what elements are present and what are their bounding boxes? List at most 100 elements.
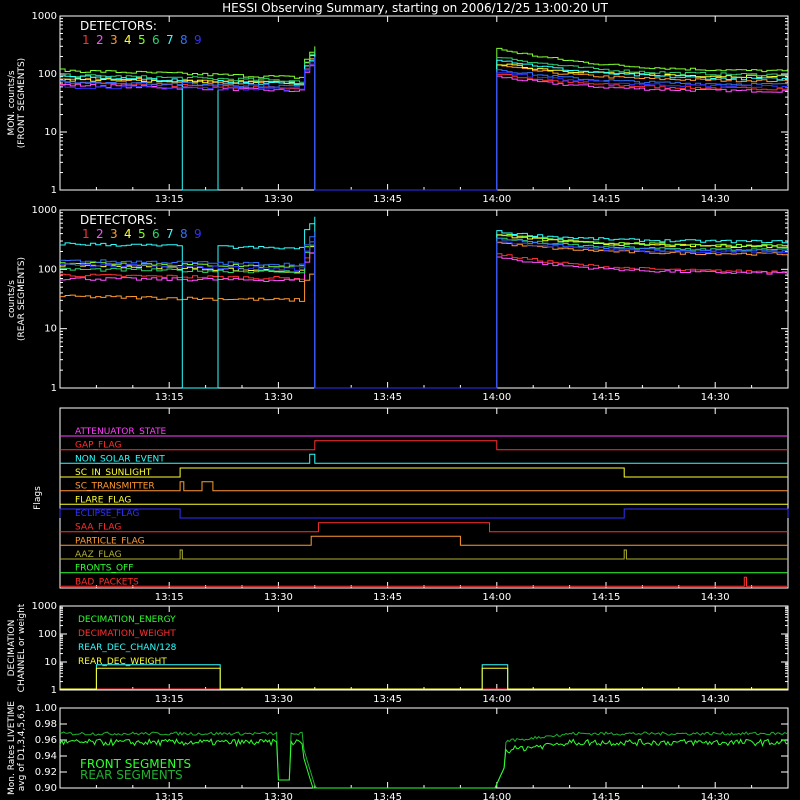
- detector-7-line: [60, 216, 788, 389]
- detector-1-line: [60, 247, 788, 389]
- x-tick-label: 14:30: [701, 592, 730, 603]
- x-tick-label: 14:15: [592, 694, 621, 705]
- legend-entry-2: 2: [96, 33, 104, 47]
- y-tick-label: 100: [38, 69, 57, 80]
- legend-entry-3: 3: [110, 33, 118, 47]
- legend-entry-7: 7: [166, 33, 174, 47]
- y-tick-label: 100: [38, 629, 57, 640]
- flag-line-sc-transmitter: [60, 481, 788, 492]
- detector-4-line: [60, 52, 788, 191]
- x-tick-label: 14:15: [592, 392, 621, 403]
- legend-entry-8: 8: [180, 33, 188, 47]
- legend-entry-rear-segments: REAR SEGMENTS: [80, 768, 183, 782]
- flag-label-bad-packets: BAD_PACKETS: [75, 577, 139, 587]
- detector-9-line: [60, 237, 788, 389]
- legend-entry-5: 5: [138, 227, 146, 241]
- y-tick-label: 1.00: [35, 703, 57, 714]
- legend-entry-3: 3: [110, 227, 118, 241]
- y-tick-label: 0.92: [35, 767, 57, 778]
- x-tick-label: 13:45: [373, 592, 402, 603]
- x-tick-label: 14:15: [592, 592, 621, 603]
- x-tick-label: 14:00: [482, 694, 511, 705]
- flag-line-sc-in-sunlight: [60, 467, 788, 478]
- x-tick-label: 13:45: [373, 694, 402, 705]
- legend-entry-6: 6: [152, 33, 160, 47]
- y-tick-label: 10: [44, 127, 57, 138]
- legend-entry-2: 2: [96, 227, 104, 241]
- y-tick-label: 1: [51, 185, 57, 196]
- detector-2-line: [60, 248, 788, 389]
- flag-line-particle-flag: [60, 535, 788, 546]
- x-tick-label: 13:45: [373, 194, 402, 205]
- x-tick-label: 14:30: [701, 392, 730, 403]
- legend-entry-1: 1: [82, 227, 90, 241]
- y-tick-label: 100: [38, 264, 57, 275]
- flag-line-eclipse-flag: [59, 508, 789, 519]
- legend-entry-7: 7: [166, 227, 174, 241]
- legend-title: DETECTORS:: [80, 213, 157, 227]
- y-tick-label: 0.98: [35, 719, 57, 730]
- flag-line-bad-packets: [60, 576, 788, 587]
- detector-4-line: [60, 234, 788, 389]
- flag-label-gap-flag: GAP_FLAG: [75, 441, 121, 451]
- detector-8-line: [60, 231, 788, 389]
- detector-5-line: [60, 234, 788, 389]
- flag-label-eclipse-flag: ECLIPSE_FLAG: [75, 509, 139, 519]
- panel-1: 13:15 13:30 13:45 14:00 14:15 14:30 1 10 100 1000…: [7, 11, 789, 205]
- flag-label-attenuator-state: ATTENUATOR_STATE: [75, 427, 167, 437]
- x-tick-label: 13:15: [155, 592, 184, 603]
- panel-3: 13:15 13:30 13:45 14:00 14:15 14:30 ATTENUATOR…: [33, 407, 789, 603]
- y-tick-label: 0.94: [35, 751, 57, 762]
- y-axis-label: (REAR SEGMENTS): [17, 257, 27, 341]
- detector-5-line: [60, 46, 788, 191]
- legend-title: DETECTORS:: [80, 19, 157, 33]
- legend-entry-rear-dec-weight: REAR_DEC_WEIGHT: [78, 657, 167, 667]
- legend-entry-4: 4: [124, 227, 132, 241]
- x-tick-label: 13:45: [373, 392, 402, 403]
- y-axis-label: counts/s: [7, 280, 17, 318]
- flag-label-fronts-off: FRONTS_OFF: [75, 564, 133, 574]
- y-tick-label: 1000: [32, 205, 57, 216]
- panel-frame: [59, 407, 789, 589]
- legend-entry-1: 1: [82, 33, 90, 47]
- detector-7-line: [60, 54, 788, 191]
- y-tick-label: 1000: [32, 11, 57, 22]
- x-tick-label: 13:15: [155, 694, 184, 705]
- rear-dec-weight-line: [60, 667, 788, 690]
- y-tick-label: 1: [51, 685, 57, 696]
- x-tick-label: 13:15: [155, 792, 184, 800]
- flag-line-saa-flag: [60, 522, 788, 533]
- legend-entry-8: 8: [180, 227, 188, 241]
- y-axis-label: DECIMATION: [7, 620, 17, 677]
- y-axis-label: MON. counts/s: [7, 70, 17, 135]
- panel-4: 13:15 13:30 13:45 14:00 14:15 14:30 1 10 100 1000…: [7, 601, 789, 705]
- legend-entry-9: 9: [194, 227, 202, 241]
- y-axis-label: avg of D1,3,4,5,6,9: [17, 704, 27, 791]
- flag-label-flare-flag: FLARE_FLAG: [75, 495, 131, 505]
- legend-entry-6: 6: [152, 227, 160, 241]
- detector-3-line: [60, 242, 788, 389]
- x-tick-label: 14:00: [482, 392, 511, 403]
- x-tick-label: 13:30: [264, 792, 293, 800]
- flag-line-gap-flag: [60, 440, 788, 451]
- x-tick-label: 13:45: [373, 792, 402, 800]
- x-tick-label: 14:30: [701, 194, 730, 205]
- flag-label-sc-transmitter: SC_TRANSMITTER: [75, 482, 155, 492]
- detector-8-line: [60, 56, 788, 191]
- detector-9-line: [60, 57, 788, 191]
- x-tick-label: 14:15: [592, 194, 621, 205]
- flag-label-particle-flag: PARTICLE_FLAG: [75, 536, 145, 546]
- x-tick-label: 14:00: [482, 194, 511, 205]
- panel-2: 13:15 13:30 13:45 14:00 14:15 14:30 1 10 100 1000…: [7, 205, 789, 403]
- x-tick-label: 14:30: [701, 792, 730, 800]
- x-tick-label: 13:15: [155, 194, 184, 205]
- x-tick-label: 13:30: [264, 194, 293, 205]
- y-tick-label: 1000: [32, 601, 57, 612]
- front-segments-livetime-line: [59, 737, 789, 789]
- legend-entry-4: 4: [124, 33, 132, 47]
- flag-label-non-solar-event: NON_SOLAR_EVENT: [75, 454, 165, 464]
- detector-2-line: [60, 59, 788, 191]
- panel-5: 13:15 13:30 13:45 14:00 14:15 14:30 0.90 0.92 0.…: [7, 701, 789, 800]
- legend-entry-front-segments: FRONT SEGMENTS: [80, 757, 191, 771]
